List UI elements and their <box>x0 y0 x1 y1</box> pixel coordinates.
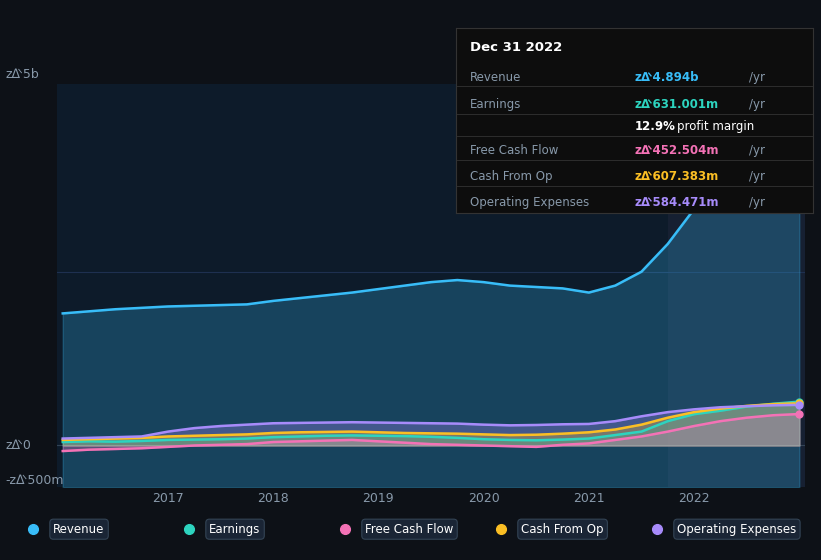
Text: Operating Expenses: Operating Expenses <box>470 196 589 209</box>
Text: 12.9%: 12.9% <box>635 120 675 133</box>
Text: Cash From Op: Cash From Op <box>470 170 553 183</box>
Text: /yr: /yr <box>749 71 764 83</box>
Text: Revenue: Revenue <box>53 522 105 536</box>
Text: profit margin: profit margin <box>677 120 754 133</box>
Text: zᐬ0: zᐬ0 <box>5 439 31 452</box>
Text: -zᐬ500m: -zᐬ500m <box>5 474 64 487</box>
Text: zᐬ584.471m: zᐬ584.471m <box>635 196 718 209</box>
Text: zᐬ452.504m: zᐬ452.504m <box>635 144 718 157</box>
Text: zᐬ631.001m: zᐬ631.001m <box>635 98 718 111</box>
Text: Cash From Op: Cash From Op <box>521 522 603 536</box>
Text: Earnings: Earnings <box>209 522 261 536</box>
Text: /yr: /yr <box>749 170 764 183</box>
Text: Free Cash Flow: Free Cash Flow <box>470 144 558 157</box>
Text: Free Cash Flow: Free Cash Flow <box>365 522 454 536</box>
Text: zᐬ4.894b: zᐬ4.894b <box>635 71 699 83</box>
Text: zᐬ5b: zᐬ5b <box>5 68 39 81</box>
Text: Revenue: Revenue <box>470 71 521 83</box>
Text: Dec 31 2022: Dec 31 2022 <box>470 41 562 54</box>
Text: /yr: /yr <box>749 98 764 111</box>
Text: Earnings: Earnings <box>470 98 521 111</box>
Text: Operating Expenses: Operating Expenses <box>677 522 796 536</box>
Text: /yr: /yr <box>749 196 764 209</box>
Text: /yr: /yr <box>749 144 764 157</box>
Text: zᐬ607.383m: zᐬ607.383m <box>635 170 718 183</box>
Bar <box>667 84 805 487</box>
